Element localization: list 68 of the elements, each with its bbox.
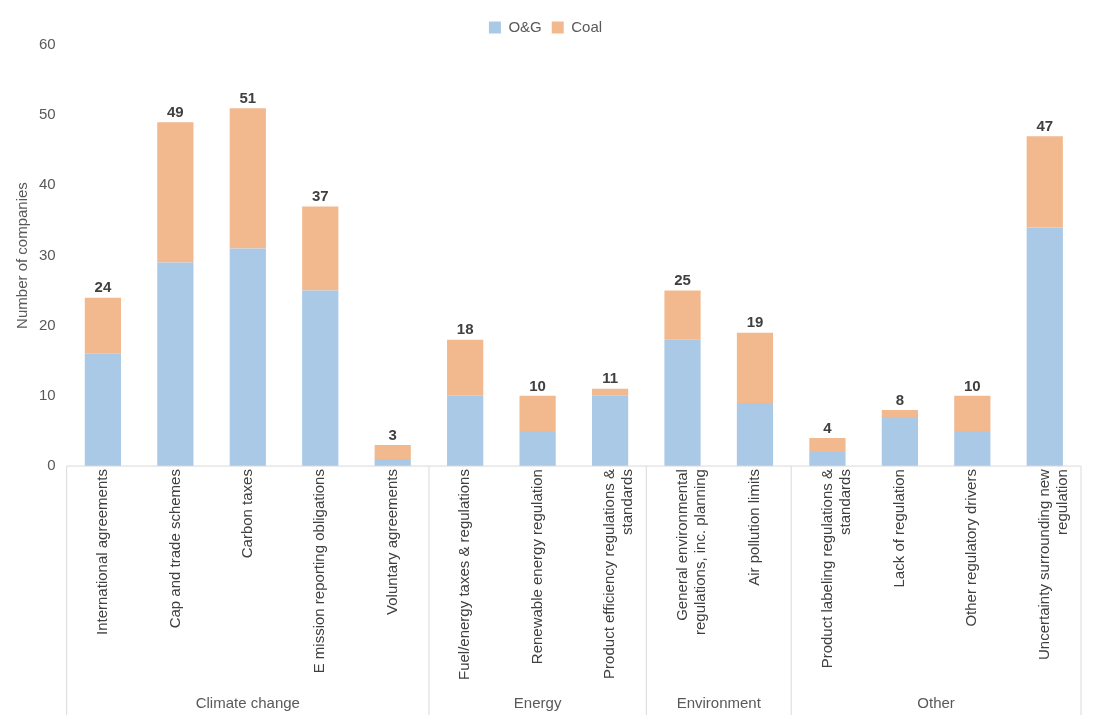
bar <box>954 430 991 467</box>
total-label: 3 <box>388 425 397 443</box>
bar <box>519 430 556 467</box>
bar <box>447 395 484 467</box>
bar <box>591 388 629 396</box>
bar <box>302 206 339 291</box>
legend-label: O&G <box>508 17 542 35</box>
total-label: 8 <box>895 390 905 408</box>
y-tick-label: 0 <box>47 456 56 474</box>
total-label: 19 <box>746 313 764 331</box>
x-tick-label: Renewable energy regulation <box>527 469 545 665</box>
x-tick-label: Product labeling regulations & standards <box>817 469 853 669</box>
total-label: 25 <box>674 271 691 289</box>
x-tick-label: Lack of regulation <box>890 469 908 588</box>
x-tick-label: Uncertainty surrounding new regulation <box>1034 468 1070 660</box>
bar <box>954 395 991 431</box>
bar <box>809 437 846 453</box>
bar <box>157 122 194 263</box>
bar <box>591 395 629 467</box>
total-label: 47 <box>1036 116 1054 134</box>
x-tick-label: Fuel/energy taxes & regulations <box>455 469 473 680</box>
y-tick-label: 10 <box>39 386 56 404</box>
total-label: 4 <box>823 418 833 436</box>
x-tick-label: Voluntary agreements <box>382 469 400 615</box>
bar <box>881 416 918 467</box>
text: Other <box>917 693 955 711</box>
y-tick-label: 30 <box>39 245 56 263</box>
bar <box>229 108 266 249</box>
total-label: 11 <box>602 369 618 387</box>
y-axis-title: Number of companies <box>13 182 31 329</box>
x-tick-label: Other regulatory drivers <box>962 469 980 627</box>
x-tick-label: Carbon taxes <box>237 469 255 559</box>
bar <box>157 262 194 467</box>
bar <box>664 339 701 467</box>
bar <box>1026 136 1063 228</box>
total-label: 24 <box>94 278 112 296</box>
bar <box>447 339 484 396</box>
total-label: 51 <box>239 88 257 106</box>
bar <box>881 409 918 417</box>
legend-label: Coal <box>571 17 603 35</box>
bar <box>229 248 266 467</box>
total-label: 18 <box>456 320 474 338</box>
y-tick-label: 50 <box>39 105 56 123</box>
y-tick-label: 60 <box>39 35 56 53</box>
x-tick-label: E mission reporting obligations <box>310 469 328 674</box>
bar <box>1026 227 1063 467</box>
y-tick-label: 40 <box>39 175 56 193</box>
y-tick-label: 20 <box>39 315 56 333</box>
total-label: 10 <box>529 376 546 394</box>
bar <box>664 290 701 340</box>
bar <box>374 445 411 460</box>
x-tick-label: Air pollution limits <box>745 469 763 586</box>
bar <box>736 402 774 467</box>
total-label: 10 <box>963 376 981 394</box>
x-tick-label: International agreements <box>93 469 111 635</box>
text: Climate change <box>195 693 300 711</box>
bar <box>84 297 122 354</box>
bar <box>519 395 556 431</box>
x-tick-label: Product efficiency regulations & standards <box>600 469 636 679</box>
total-label: 37 <box>311 187 329 205</box>
x-tick-label: Cap and trade schemes <box>165 469 183 629</box>
text: Environment <box>676 693 762 711</box>
total-label: 49 <box>167 102 184 120</box>
bar <box>736 332 774 403</box>
bar <box>809 452 846 467</box>
text: Energy <box>513 693 562 711</box>
bar <box>84 353 122 467</box>
bar <box>302 290 339 467</box>
